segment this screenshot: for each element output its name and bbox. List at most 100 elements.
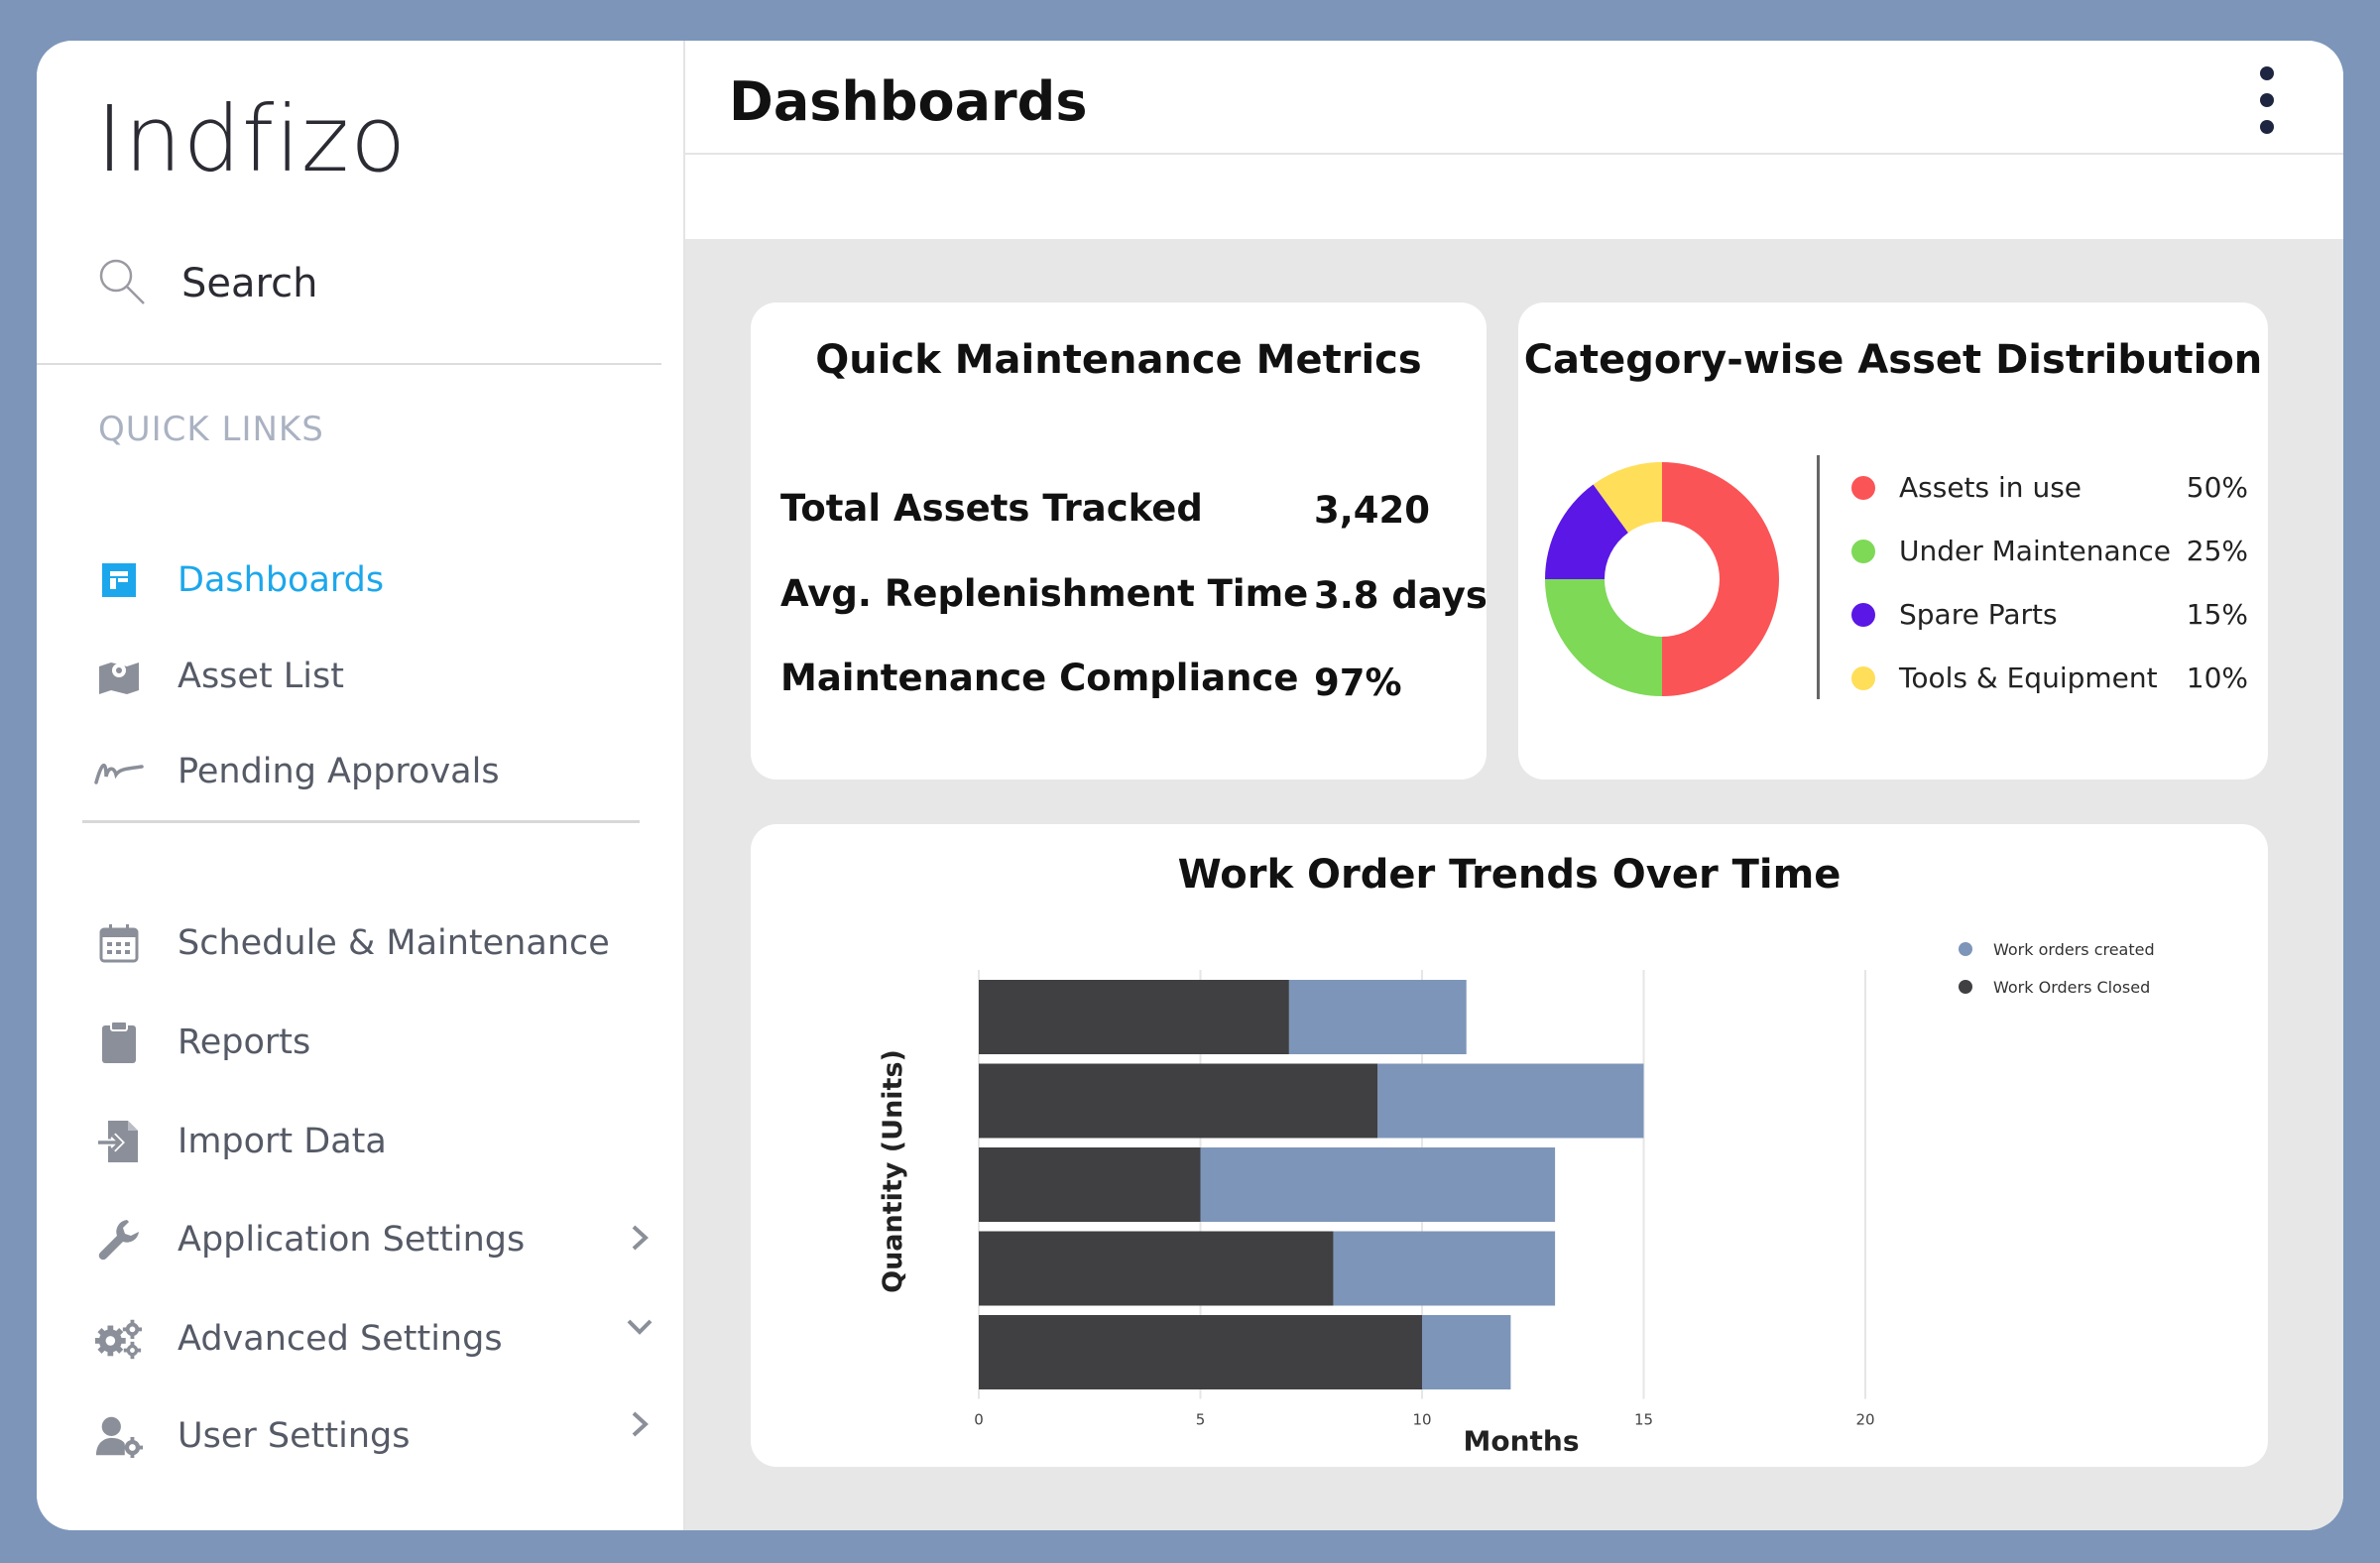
sidebar-item-label: Dashboards	[178, 560, 385, 600]
legend-dot	[1851, 539, 1875, 563]
legend-percent: 25%	[2186, 535, 2248, 567]
legend-dot	[1851, 665, 1875, 690]
header-bar: Dashboards	[685, 41, 2343, 239]
bar-segment	[979, 1315, 1422, 1389]
sidebar-item-label: User Settings	[178, 1416, 411, 1456]
bar-segment	[979, 1231, 1334, 1306]
sidebar-item-asset-list[interactable]: Asset List	[94, 647, 344, 706]
sidebar-item-reports[interactable]: Reports	[94, 1013, 310, 1072]
page-title: Dashboards	[729, 70, 1088, 133]
header-divider	[685, 153, 2343, 155]
bar-segment	[1422, 1315, 1511, 1389]
sidebar-item-schedule-maintenance[interactable]: Schedule & Maintenance	[94, 913, 610, 973]
legend-percent: 10%	[2186, 661, 2248, 694]
bar-chart: 0 5 10 15 20 Months Quantity (Units) Work order…	[878, 940, 2155, 1458]
wrench-icon	[94, 1215, 144, 1264]
legend-label: Work Orders Closed	[1993, 978, 2150, 997]
legend-dot	[1959, 980, 1972, 994]
chevron-down-icon[interactable]	[622, 1309, 657, 1345]
sidebar-item-label: Pending Approvals	[178, 752, 500, 791]
legend-item: Under Maintenance 25%	[1851, 535, 2248, 567]
chevron-right-icon[interactable]	[622, 1406, 657, 1442]
sidebar-item-label: Advanced Settings	[178, 1319, 503, 1359]
metric-label: Maintenance Compliance	[780, 657, 1299, 699]
x-tick-label: 15	[1634, 1411, 1653, 1429]
metrics-card: Quick Maintenance Metrics Total Assets T…	[751, 302, 1488, 780]
donut-chart	[1545, 462, 1779, 696]
bar-segment	[979, 1147, 1201, 1222]
legend-label: Assets in use	[1899, 471, 2082, 504]
search-icon	[96, 256, 148, 311]
gears-icon	[94, 1314, 144, 1364]
legend-dot	[1851, 475, 1875, 500]
import-icon	[94, 1117, 144, 1166]
calendar-icon	[94, 918, 144, 968]
metric-value: 97%	[1314, 661, 1402, 704]
search-bar[interactable]: Search	[96, 249, 317, 318]
trend-card: Work Order Trends Over Time 0 5 10 15 20 Mont…	[751, 824, 2268, 1467]
sidebar-item-advanced-settings[interactable]: Advanced Settings	[94, 1309, 503, 1369]
x-tick-label: 20	[1855, 1411, 1874, 1429]
legend-label: Work orders created	[1993, 940, 2155, 959]
sidebar-item-dashboards[interactable]: Dashboards	[94, 550, 384, 610]
bar-segment	[979, 980, 1289, 1054]
legend-divider	[1817, 455, 1820, 699]
bar-segment	[979, 1063, 1378, 1139]
sidebar-item-label: Import Data	[178, 1122, 387, 1161]
main-content: Dashboards Quick Maintenance Metrics Tot…	[685, 41, 2343, 1530]
legend-label: Tools & Equipment	[1899, 661, 2158, 694]
app-window: Indfizo Search QUICK LINKS Dashboards As…	[37, 41, 2343, 1530]
x-tick-label: 10	[1412, 1411, 1431, 1429]
metric-label: Avg. Replenishment Time	[780, 572, 1309, 615]
y-axis-label: Quantity (Units)	[878, 1049, 908, 1293]
bar-segment	[1200, 1147, 1556, 1222]
sidebar-border	[683, 41, 685, 1530]
bar-segment	[1333, 1231, 1556, 1306]
sidebar-item-application-settings[interactable]: Application Settings	[94, 1210, 525, 1269]
sidebar-divider	[82, 820, 640, 823]
legend-label: Under Maintenance	[1899, 535, 2171, 567]
legend-percent: 15%	[2186, 598, 2248, 631]
sidebar-item-label: Application Settings	[178, 1220, 526, 1260]
x-axis-label: Months	[1463, 1425, 1579, 1458]
signature-icon	[94, 747, 144, 796]
sidebar-item-label: Asset List	[178, 657, 344, 696]
legend-dot	[1851, 602, 1875, 627]
search-label: Search	[181, 261, 318, 306]
x-tick-label: 5	[1196, 1411, 1206, 1429]
donut-slice	[1545, 484, 1628, 579]
distribution-card-title: Category-wise Asset Distribution	[1523, 337, 2263, 383]
donut-slice	[1593, 462, 1662, 534]
clipboard-icon	[94, 1018, 144, 1067]
more-options-icon[interactable]	[2252, 66, 2282, 134]
metric-value: 3.8 days	[1314, 574, 1488, 617]
sidebar-item-label: Reports	[178, 1022, 311, 1062]
metric-value: 3,420	[1314, 489, 1431, 532]
sidebar-item-label: Schedule & Maintenance	[178, 923, 610, 963]
donut-slice	[1662, 462, 1779, 696]
user-gear-icon	[94, 1411, 144, 1461]
map-icon	[94, 652, 144, 701]
legend-item: Spare Parts 15%	[1851, 598, 2248, 631]
bar-segment	[1377, 1063, 1644, 1139]
sidebar-item-pending-approvals[interactable]: Pending Approvals	[94, 742, 500, 801]
sidebar: Indfizo Search QUICK LINKS Dashboards As…	[37, 41, 683, 1530]
sidebar-divider	[37, 363, 661, 365]
trend-card-title: Work Order Trends Over Time	[1177, 852, 1842, 898]
x-tick-label: 0	[974, 1411, 984, 1429]
metrics-card-title: Quick Maintenance Metrics	[815, 337, 1422, 383]
metric-label: Total Assets Tracked	[780, 487, 1203, 530]
legend-item: Assets in use 50%	[1851, 471, 2248, 504]
legend-percent: 50%	[2186, 471, 2248, 504]
legend-dot	[1959, 942, 1972, 956]
app-logo: Indfizo	[96, 86, 408, 192]
distribution-card: Category-wise Asset Distribution Assets …	[1518, 302, 2268, 780]
dashboard-icon	[94, 555, 144, 605]
legend-item: Tools & Equipment 10%	[1851, 661, 2248, 694]
legend-label: Spare Parts	[1899, 598, 2058, 631]
bar-segment	[1288, 980, 1467, 1054]
donut-slice	[1545, 579, 1662, 696]
sidebar-item-import-data[interactable]: Import Data	[94, 1112, 387, 1171]
sidebar-item-user-settings[interactable]: User Settings	[94, 1406, 410, 1466]
chevron-right-icon[interactable]	[622, 1220, 657, 1256]
